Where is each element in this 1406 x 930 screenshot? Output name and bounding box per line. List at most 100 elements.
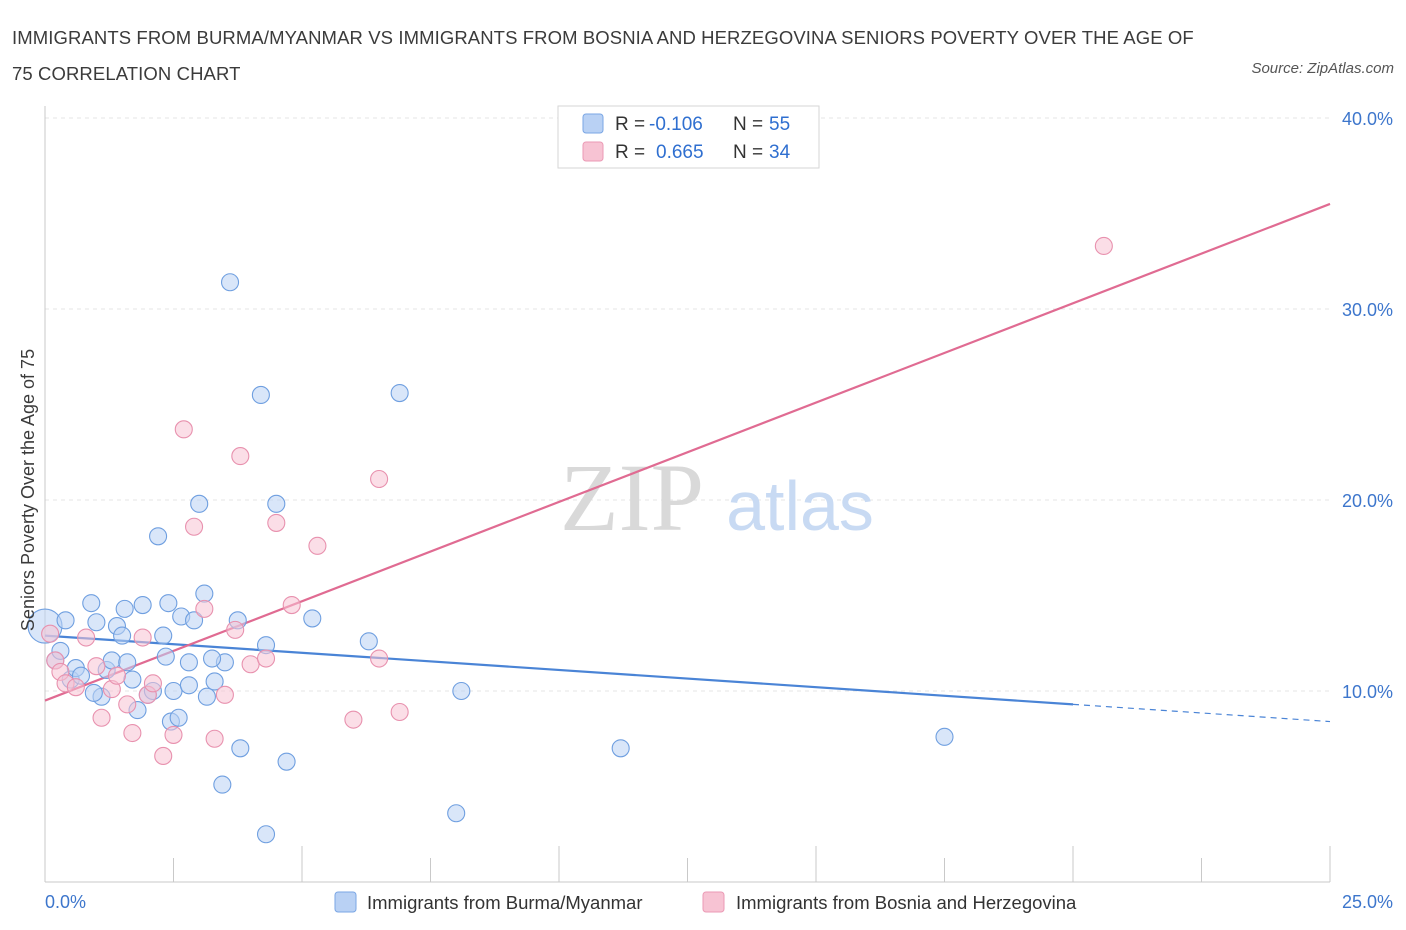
point-burma	[84, 683, 103, 702]
chart-title: IMMIGRANTS FROM BURMA/MYANMAR VS IMMIGRA…	[12, 27, 1194, 84]
stats-r-label-blue: R =	[615, 114, 645, 135]
point-burma	[205, 672, 224, 691]
point-bosnia	[195, 599, 214, 618]
stats-n-value-blue: 55	[769, 114, 790, 135]
point-bosnia	[92, 708, 111, 727]
point-burma	[611, 739, 630, 758]
series-legend-swatch-burma	[334, 891, 357, 913]
x-tick-label-min: 0.0%	[45, 892, 86, 912]
y-axis-label: Seniors Poverty Over the Age of 75	[18, 349, 38, 631]
point-burma	[118, 653, 137, 672]
point-burma	[303, 609, 322, 628]
point-bosnia	[107, 666, 127, 685]
point-bosnia	[66, 678, 85, 697]
stats-legend-swatch-pink	[582, 141, 604, 162]
grid-lines	[45, 117, 1330, 692]
point-bosnia	[370, 469, 389, 489]
stats-legend: R = -0.106 N = 55 R = 0.665 N = 34	[557, 105, 820, 169]
point-bosnia	[123, 723, 142, 743]
point-burma	[82, 594, 101, 613]
point-burma	[164, 681, 183, 701]
point-burma	[267, 494, 286, 513]
point-bosnia	[41, 624, 60, 643]
y-tick-label: 10.0%	[1342, 682, 1393, 702]
series-legend-swatch-bosnia	[702, 891, 725, 913]
watermark-zip: ZIP	[560, 444, 704, 551]
point-burma	[154, 626, 173, 645]
point-burma	[123, 670, 142, 689]
point-burma	[87, 613, 106, 632]
series-legend-label-bosnia: Immigrants from Bosnia and Herzegovina	[736, 892, 1077, 913]
source-label: Source: ZipAtlas.com	[1251, 60, 1394, 77]
point-burma	[231, 739, 250, 758]
y-tick-label: 20.0%	[1342, 491, 1393, 511]
point-bosnia	[215, 685, 234, 704]
point-burma	[179, 653, 198, 672]
axes: 10.0% 20.0% 30.0% 40.0% 0.0% 25.0%	[44, 106, 1393, 912]
point-burma	[277, 752, 296, 771]
point-burma	[149, 527, 168, 546]
point-bosnia	[174, 420, 193, 439]
point-burma	[133, 595, 152, 615]
stats-r-value-blue: -0.106	[649, 114, 703, 135]
watermark-atlas: atlas	[726, 467, 874, 545]
stats-legend-swatch-blue	[582, 113, 604, 134]
x-tick-label-max: 25.0%	[1342, 892, 1393, 912]
point-burma	[213, 775, 232, 794]
point-bosnia	[370, 649, 389, 668]
point-bosnia	[87, 657, 106, 676]
y-tick-label: 40.0%	[1342, 109, 1393, 129]
stats-n-label-pink: N =	[733, 142, 763, 163]
point-burma	[185, 611, 204, 630]
point-burma	[935, 727, 954, 746]
point-bosnia	[226, 620, 245, 639]
point-bosnia	[282, 595, 301, 615]
point-burma	[220, 273, 240, 292]
point-bosnia	[256, 649, 276, 668]
trend-line-burma	[44, 634, 1074, 706]
stats-r-value-pink: 0.665	[656, 142, 704, 163]
point-burma	[359, 632, 378, 651]
stats-n-label-blue: N =	[733, 114, 763, 135]
point-bosnia	[143, 674, 162, 693]
point-burma	[390, 383, 409, 403]
y-tick-label: 30.0%	[1342, 300, 1393, 320]
point-bosnia	[77, 628, 96, 647]
point-bosnia	[164, 725, 183, 744]
watermark: ZIP atlas	[560, 444, 874, 551]
data-points	[27, 236, 1113, 844]
point-burma	[102, 651, 121, 670]
point-burma	[251, 385, 270, 405]
point-burma	[447, 804, 466, 823]
point-bosnia	[118, 695, 137, 714]
point-burma	[115, 599, 134, 618]
trend-lines	[44, 202, 1331, 723]
point-bosnia	[390, 702, 409, 722]
point-burma	[113, 626, 132, 645]
point-bosnia	[185, 517, 204, 536]
point-bosnia	[344, 710, 363, 729]
point-bosnia	[1094, 236, 1113, 256]
point-bosnia	[308, 536, 327, 555]
stats-r-label-pink: R =	[615, 142, 645, 163]
point-burma	[179, 676, 198, 695]
point-bosnia	[241, 655, 260, 674]
point-burma	[159, 594, 178, 613]
point-burma	[169, 708, 188, 727]
stats-n-value-pink: 34	[769, 142, 791, 163]
point-bosnia	[205, 729, 224, 748]
series-legend: Immigrants from Burma/Myanmar Immigrants…	[334, 891, 1077, 913]
point-burma	[56, 611, 75, 630]
point-bosnia	[231, 447, 250, 466]
point-burma	[256, 825, 276, 844]
point-burma	[190, 494, 209, 513]
point-bosnia	[154, 746, 173, 765]
point-burma	[203, 649, 222, 668]
point-burma	[156, 647, 175, 666]
trend-line-bosnia	[44, 202, 1331, 702]
series-legend-label-burma: Immigrants from Burma/Myanmar	[367, 892, 643, 913]
point-burma	[452, 681, 471, 701]
point-bosnia	[267, 513, 286, 532]
point-burma	[197, 687, 216, 706]
